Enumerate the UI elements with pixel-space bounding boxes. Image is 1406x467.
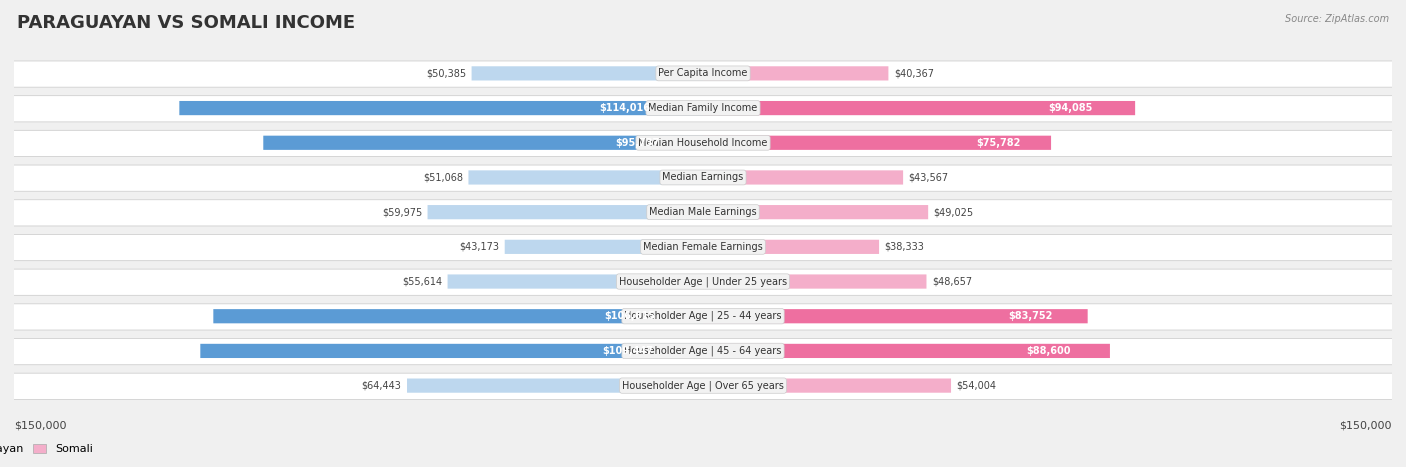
Text: Householder Age | 45 - 64 years: Householder Age | 45 - 64 years [624,346,782,356]
FancyBboxPatch shape [447,275,703,289]
FancyBboxPatch shape [703,66,889,80]
Text: $75,782: $75,782 [977,138,1021,148]
Text: Median Family Income: Median Family Income [648,103,758,113]
Text: $83,752: $83,752 [1008,311,1052,321]
Text: Median Male Earnings: Median Male Earnings [650,207,756,217]
Text: Per Capita Income: Per Capita Income [658,68,748,78]
Text: $54,004: $54,004 [956,381,997,390]
FancyBboxPatch shape [263,136,703,150]
Text: $59,975: $59,975 [382,207,422,217]
FancyBboxPatch shape [703,240,879,254]
Text: Householder Age | Over 65 years: Householder Age | Over 65 years [621,380,785,391]
Text: $109,447: $109,447 [602,346,654,356]
FancyBboxPatch shape [703,101,1135,115]
Text: $88,600: $88,600 [1026,346,1071,356]
FancyBboxPatch shape [7,339,1399,365]
FancyBboxPatch shape [406,379,703,393]
Text: $94,085: $94,085 [1047,103,1092,113]
Text: $106,615: $106,615 [605,311,655,321]
FancyBboxPatch shape [703,309,1088,323]
FancyBboxPatch shape [180,101,703,115]
Text: $51,068: $51,068 [423,172,463,183]
FancyBboxPatch shape [505,240,703,254]
Text: Median Earnings: Median Earnings [662,172,744,183]
Text: Householder Age | Under 25 years: Householder Age | Under 25 years [619,276,787,287]
Text: $49,025: $49,025 [934,207,974,217]
Text: Median Female Earnings: Median Female Earnings [643,242,763,252]
Text: Householder Age | 25 - 44 years: Householder Age | 25 - 44 years [624,311,782,321]
FancyBboxPatch shape [7,200,1399,226]
FancyBboxPatch shape [7,304,1399,330]
FancyBboxPatch shape [703,136,1052,150]
Text: Median Household Income: Median Household Income [638,138,768,148]
FancyBboxPatch shape [427,205,703,219]
Text: $150,000: $150,000 [1340,420,1392,430]
Text: $50,385: $50,385 [426,68,465,78]
Text: $43,173: $43,173 [460,242,499,252]
FancyBboxPatch shape [471,66,703,80]
FancyBboxPatch shape [214,309,703,323]
FancyBboxPatch shape [468,170,703,184]
FancyBboxPatch shape [7,96,1399,122]
Text: $64,443: $64,443 [361,381,402,390]
Text: $95,737: $95,737 [614,138,659,148]
FancyBboxPatch shape [703,275,927,289]
Text: $40,367: $40,367 [894,68,934,78]
FancyBboxPatch shape [703,379,950,393]
FancyBboxPatch shape [200,344,703,358]
Text: $48,657: $48,657 [932,276,972,287]
FancyBboxPatch shape [703,205,928,219]
Text: $38,333: $38,333 [884,242,925,252]
Text: $150,000: $150,000 [14,420,66,430]
FancyBboxPatch shape [7,373,1399,399]
Text: PARAGUAYAN VS SOMALI INCOME: PARAGUAYAN VS SOMALI INCOME [17,14,354,32]
FancyBboxPatch shape [7,130,1399,156]
Text: $43,567: $43,567 [908,172,949,183]
FancyBboxPatch shape [7,269,1399,295]
Text: $114,016: $114,016 [599,103,650,113]
Text: Source: ZipAtlas.com: Source: ZipAtlas.com [1285,14,1389,24]
FancyBboxPatch shape [7,165,1399,191]
Legend: Paraguayan, Somali: Paraguayan, Somali [0,439,97,459]
FancyBboxPatch shape [7,234,1399,261]
Text: $55,614: $55,614 [402,276,441,287]
FancyBboxPatch shape [703,344,1109,358]
FancyBboxPatch shape [703,170,903,184]
FancyBboxPatch shape [7,61,1399,87]
